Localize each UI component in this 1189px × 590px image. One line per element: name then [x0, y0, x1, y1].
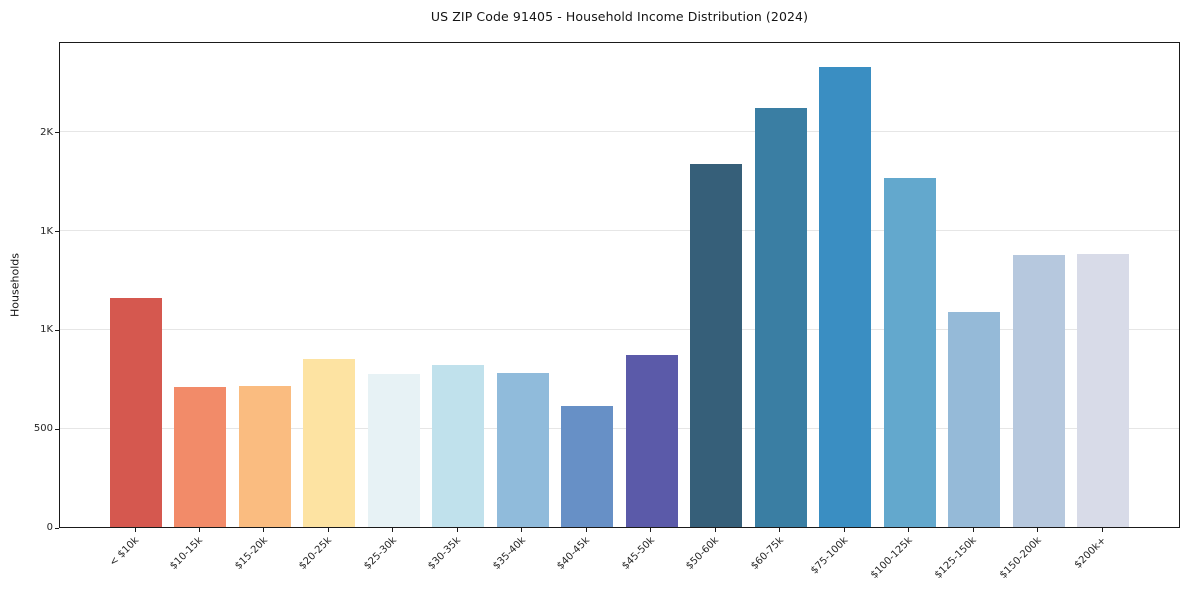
x-tick-label: $25-30k — [361, 535, 399, 572]
y-tick-label: 1K — [40, 225, 53, 237]
bar-10 — [754, 108, 807, 527]
bar-12 — [883, 178, 936, 527]
x-tick-mark — [1101, 528, 1103, 532]
y-tick-mark — [55, 231, 59, 233]
x-tick-label: < $10k — [107, 535, 141, 569]
x-tick-label: $50-60k — [684, 535, 722, 572]
x-tick-mark — [1037, 528, 1039, 532]
x-tick-mark — [908, 528, 910, 532]
x-tick-label: $150-200k — [997, 535, 1044, 581]
y-tick-label: 1K — [40, 324, 53, 336]
y-tick-mark — [55, 132, 59, 134]
x-tick-label: $45-50k — [619, 535, 657, 572]
y-axis-label: Households — [8, 253, 22, 317]
bar-6 — [496, 372, 549, 527]
x-tick-mark — [714, 528, 716, 532]
x-tick-label: $125-150k — [933, 535, 980, 581]
bar-14 — [1012, 255, 1065, 527]
x-tick-mark — [585, 528, 587, 532]
x-tick-label: $10-15k — [168, 535, 206, 572]
x-tick-mark — [779, 528, 781, 532]
x-tick-label: $60-75k — [748, 535, 786, 572]
x-tick-label: $30-35k — [426, 535, 464, 572]
plot-area — [59, 42, 1180, 528]
bar-3 — [303, 359, 356, 527]
chart-title: US ZIP Code 91405 - Household Income Dis… — [430, 9, 809, 24]
x-tick-label: $15-20k — [232, 535, 270, 572]
x-tick-mark — [650, 528, 652, 532]
x-tick-mark — [134, 528, 136, 532]
x-tick-label: $40-45k — [555, 535, 593, 572]
y-tick-mark — [55, 428, 59, 430]
gridline-1500 — [60, 230, 1179, 232]
x-tick-mark — [521, 528, 523, 532]
x-tick-label: $100-125k — [868, 535, 915, 581]
x-tick-mark — [456, 528, 458, 532]
bar-15 — [1077, 254, 1130, 527]
x-tick-mark — [972, 528, 974, 532]
gridline-1000 — [60, 328, 1179, 330]
y-tick-label: 0 — [46, 522, 53, 533]
bar-2 — [238, 386, 291, 527]
bar-4 — [367, 373, 420, 527]
y-tick-label: 2K — [40, 126, 53, 138]
x-tick-mark — [392, 528, 394, 532]
bar-9 — [690, 163, 743, 527]
y-tick-mark — [55, 527, 59, 529]
bar-8 — [625, 355, 678, 527]
x-tick-label: $75-100k — [808, 535, 851, 577]
bar-13 — [948, 311, 1001, 527]
bar-0 — [110, 297, 162, 527]
bar-1 — [174, 387, 227, 527]
y-tick-mark — [55, 329, 59, 331]
x-tick-label: $35-40k — [490, 535, 528, 572]
gridline-500 — [60, 427, 1179, 429]
gridline-2000 — [60, 131, 1179, 133]
bar-11 — [819, 66, 872, 527]
y-tick-label: 500 — [33, 423, 53, 435]
x-tick-label: $20-25k — [297, 535, 335, 572]
x-tick-label: $200k+ — [1072, 535, 1109, 571]
x-tick-mark — [327, 528, 329, 532]
x-tick-mark — [843, 528, 845, 532]
bar-5 — [432, 365, 485, 527]
x-tick-mark — [263, 528, 265, 532]
x-tick-mark — [198, 528, 200, 532]
bar-7 — [561, 405, 614, 527]
